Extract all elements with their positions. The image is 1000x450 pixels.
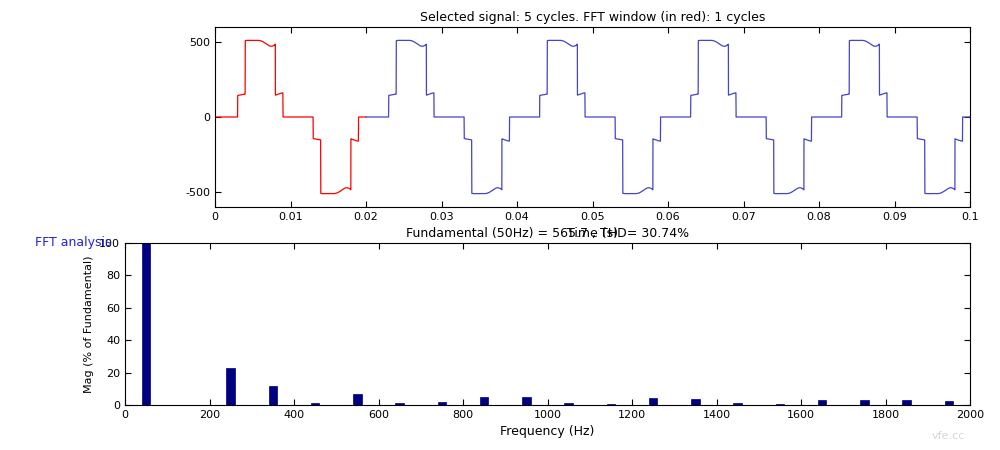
Bar [945, 401, 953, 405]
X-axis label: Time (s): Time (s) [567, 227, 618, 240]
Title: Selected signal: 5 cycles. FFT window (in red): 1 cycles: Selected signal: 5 cycles. FFT window (i… [420, 11, 765, 24]
Title: Fundamental (50Hz) = 565.7 , THD= 30.74%: Fundamental (50Hz) = 565.7 , THD= 30.74% [406, 227, 689, 240]
Bar [480, 396, 488, 405]
X-axis label: Frequency (Hz): Frequency (Hz) [500, 425, 595, 438]
Bar [691, 399, 700, 405]
Bar [818, 400, 826, 405]
Bar [353, 395, 362, 405]
Bar [438, 402, 446, 405]
Y-axis label: Mag (% of Fundamental): Mag (% of Fundamental) [84, 255, 94, 393]
Text: FFT analysis: FFT analysis [35, 236, 112, 249]
Bar [142, 243, 150, 405]
Bar [902, 400, 911, 405]
Bar [226, 368, 235, 405]
Text: vfe.cc: vfe.cc [932, 431, 965, 441]
Bar [564, 403, 573, 405]
Bar [733, 403, 742, 405]
Bar [607, 404, 615, 405]
Bar [311, 403, 319, 405]
Bar [395, 403, 404, 405]
Bar [860, 400, 869, 405]
Bar [269, 386, 277, 405]
Bar [649, 398, 657, 405]
Bar [522, 397, 531, 405]
Bar [776, 404, 784, 405]
